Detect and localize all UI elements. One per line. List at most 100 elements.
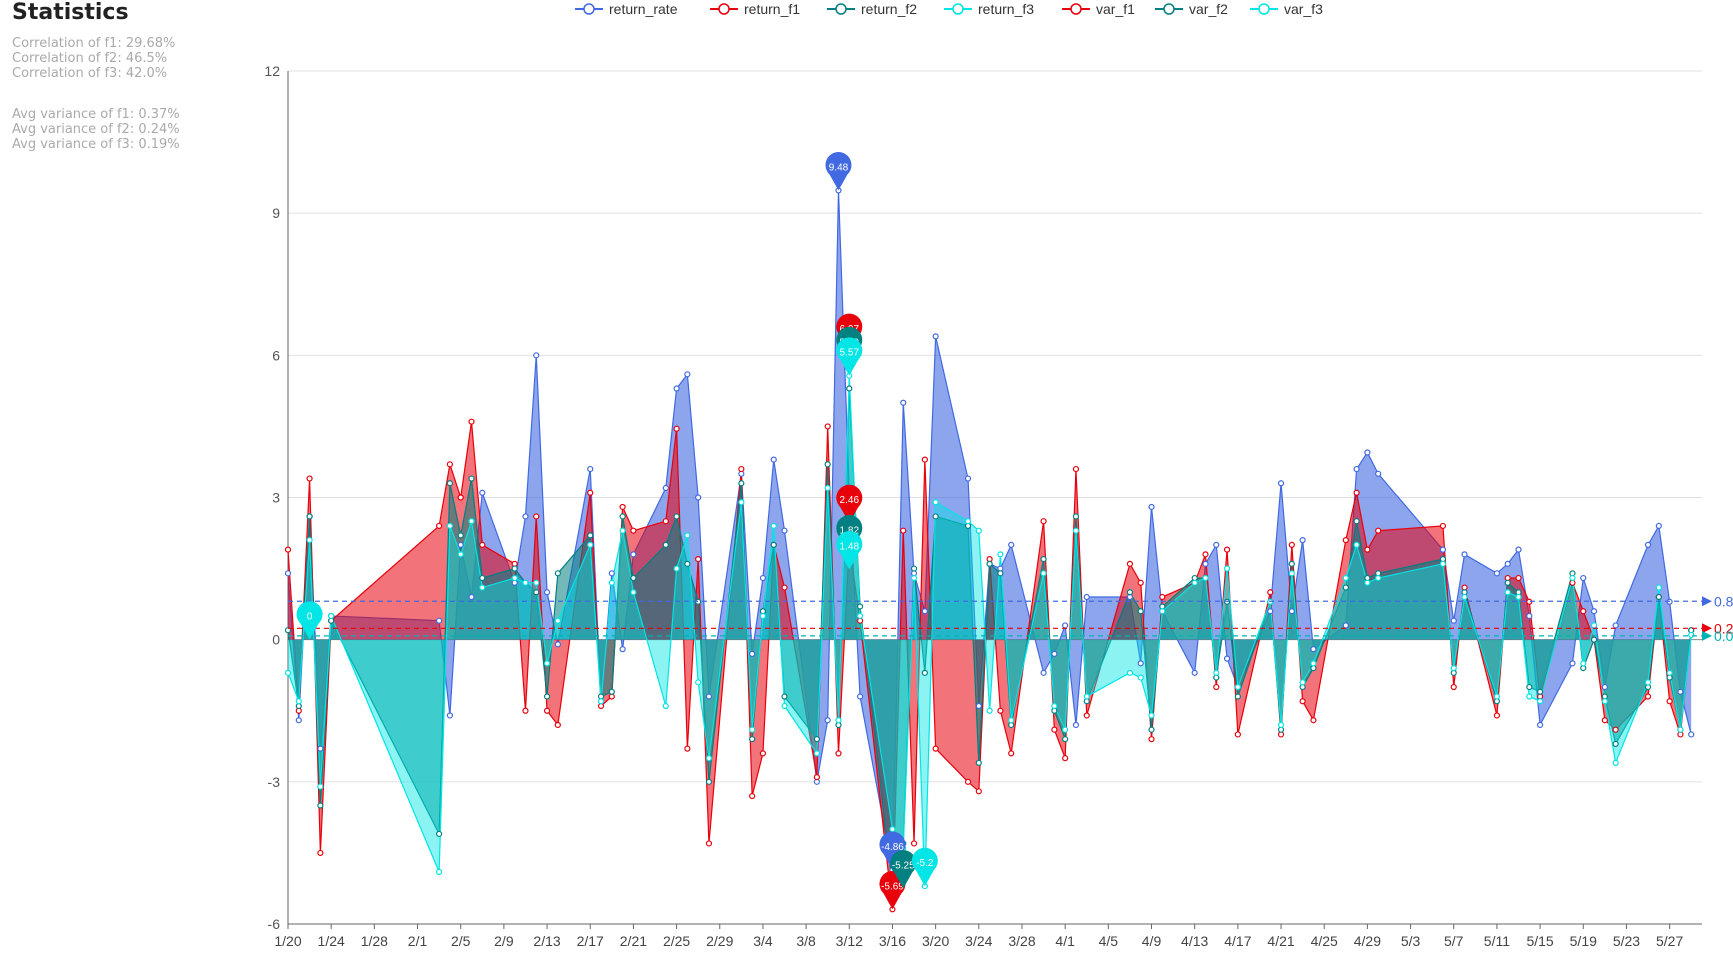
x-tick-label: 5/27 [1656,933,1683,949]
data-point-return-f2 [856,603,864,610]
avg-variance-f3: Avg variance of f3: 0.19% [12,137,180,152]
data-point-return-f2 [824,461,831,468]
data-point-return-rate [1644,541,1652,548]
data-point-return-f3 [738,499,745,506]
data-point-return-f2 [986,560,993,567]
data-point-return-f3 [1299,679,1306,686]
x-tick-label: 5/11 [1484,933,1510,949]
svg-text:-5.2: -5.2 [916,858,934,869]
data-point-return-f3 [1364,579,1371,586]
data-point-return-f3 [1439,560,1447,567]
legend-item-return-rate[interactable]: return_rate [575,0,677,18]
data-point-return-rate [662,484,669,492]
data-point-return-f2 [932,513,939,520]
data-point-return-f1 [1148,736,1155,743]
data-point-return-f1 [587,489,594,496]
data-point-return-f1 [533,513,540,520]
data-point-return-f1 [910,840,918,847]
data-point-return-f1 [1353,489,1360,496]
legend-item-return-f2[interactable]: return_f2 [827,0,917,18]
svg-text:0: 0 [307,612,313,623]
data-point-return-rate [1677,688,1684,695]
data-point-return-f3 [910,574,918,582]
data-point-return-f1 [479,541,486,548]
data-point-return-f2 [533,589,540,596]
legend-line-icon [1250,3,1278,15]
data-point-return-rate [1493,570,1501,577]
series-line-return-f3 [287,375,1692,887]
data-point-return-rate [1051,650,1058,657]
data-point-return-f1 [684,745,691,752]
y-tick-label: 0 [272,632,280,648]
data-point-return-f3 [511,574,518,582]
data-point-return-f3 [1644,679,1652,686]
average-line-label: 0.81 [1714,593,1733,609]
data-point-return-rate [1353,465,1360,473]
data-point-return-f3 [986,707,993,714]
legend-item-return-f1[interactable]: return_f1 [710,0,800,18]
data-point-return-f3 [597,698,605,705]
x-tick-label: 2/13 [533,933,560,949]
svg-text:-4.86: -4.86 [881,842,904,853]
data-point-return-f1 [1375,527,1382,534]
data-marker-pin: 1.48 [836,531,863,570]
data-point-return-rate [964,475,972,482]
data-marker-pin: -5.25 [890,850,917,889]
data-point-return-rate [1040,669,1047,676]
y-tick-label: -6 [268,916,281,932]
y-tick-label: 9 [272,205,280,221]
data-point-return-f3 [306,537,313,544]
data-point-return-f1 [1493,712,1501,719]
data-point-return-rate [457,541,464,548]
legend-item-var-f1[interactable]: var_f1 [1062,0,1135,18]
data-point-return-f2 [749,736,756,743]
data-point-return-f2 [738,480,745,487]
data-point-return-f1 [1062,755,1069,762]
svg-text:9.48: 9.48 [829,162,849,173]
legend-line-icon [710,3,738,15]
data-point-return-f2 [684,560,691,567]
data-point-return-f1 [835,750,842,757]
legend-item-var-f3[interactable]: var_f3 [1250,0,1323,18]
data-point-return-f3 [1450,664,1457,672]
data-point-return-f3 [1655,584,1662,591]
legend-item-return-f3[interactable]: return_f3 [944,0,1034,18]
legend-item-var-f2[interactable]: var_f2 [1155,0,1228,18]
data-point-return-f3 [630,589,637,596]
data-point-return-f2 [705,778,713,785]
data-point-return-f1 [921,456,928,463]
data-point-return-f3 [1202,574,1209,582]
data-point-return-f1 [1310,717,1317,724]
x-tick-label: 4/21 [1267,933,1294,949]
data-point-return-f3 [662,702,669,710]
data-point-return-f3 [317,783,324,790]
data-point-return-f3 [1072,527,1080,534]
data-point-return-f2 [846,385,853,392]
data-point-return-rate [1580,574,1587,582]
data-point-return-f1 [1040,518,1047,525]
data-point-return-f1 [554,721,561,729]
data-point-return-rate [824,717,831,724]
data-point-return-f1 [1612,726,1619,733]
data-point-return-f1 [1515,574,1522,582]
data-marker-pin: -4.86 [879,831,906,870]
x-tick-label: 3/12 [836,933,863,949]
data-point-return-rate [1504,560,1511,567]
data-point-return-f1 [284,546,292,553]
data-point-return-f1 [1213,683,1220,691]
data-point-return-rate [1569,660,1576,667]
data-point-return-f3 [1688,631,1695,639]
data-point-return-f2 [436,830,443,838]
series-area-return-f2 [288,388,1692,889]
data-point-return-f1 [1439,522,1447,530]
data-point-return-f1 [1159,593,1166,601]
data-point-return-f1 [1008,750,1015,757]
data-point-return-f3 [1008,717,1015,724]
data-point-return-f3 [1461,593,1468,601]
data-point-return-f2 [1353,518,1360,525]
data-point-return-f3 [1493,693,1501,700]
data-point-return-rate [1008,541,1015,548]
x-tick-label: 2/1 [408,933,428,949]
legend-label: var_f1 [1096,1,1135,17]
data-point-return-f1 [317,849,324,857]
